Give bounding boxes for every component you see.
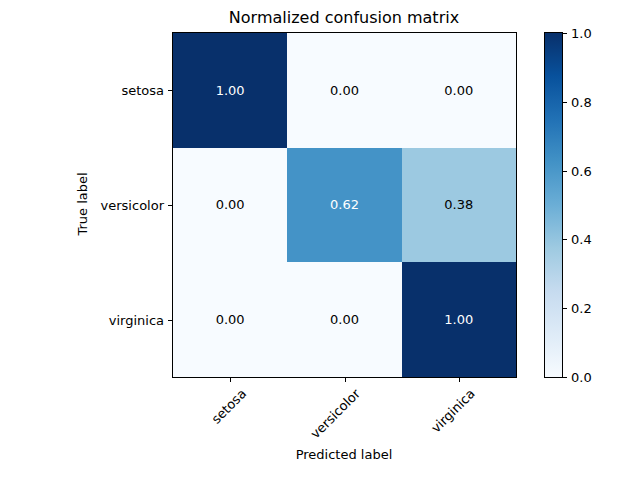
colorbar-tick-label-0.4: 0.4 bbox=[571, 232, 592, 247]
x-tick-label-virginica: virginica bbox=[428, 386, 478, 436]
colorbar-tick-mark bbox=[563, 239, 567, 240]
cell-value: 0.00 bbox=[216, 312, 245, 327]
cell-value: 1.00 bbox=[444, 312, 473, 327]
matrix-cell-setosa-virginica: 0.00 bbox=[402, 33, 516, 148]
colorbar-tick-label-0.8: 0.8 bbox=[571, 94, 592, 109]
colorbar-tick-label-0.6: 0.6 bbox=[571, 163, 592, 178]
colorbar-tick-mark bbox=[563, 33, 567, 34]
cell-value: 1.00 bbox=[216, 83, 245, 98]
y-tick-label-versicolor: versicolor bbox=[0, 198, 164, 213]
colorbar-tick-label-0.0: 0.0 bbox=[571, 370, 592, 385]
colorbar-tick-mark bbox=[563, 102, 567, 103]
y-tick-mark bbox=[168, 320, 172, 321]
matrix-cell-versicolor-virginica: 0.38 bbox=[402, 148, 516, 263]
y-tick-label-virginica: virginica bbox=[0, 312, 164, 327]
x-tick-mark bbox=[459, 378, 460, 382]
colorbar-tick-mark bbox=[563, 308, 567, 309]
colorbar-tick-mark bbox=[563, 171, 567, 172]
x-tick-mark bbox=[345, 378, 346, 382]
cell-value: 0.00 bbox=[444, 83, 473, 98]
matrix-cell-versicolor-versicolor: 0.62 bbox=[287, 148, 401, 263]
matrix-cell-setosa-versicolor: 0.00 bbox=[287, 33, 401, 148]
y-tick-mark bbox=[168, 90, 172, 91]
matrix-cell-virginica-versicolor: 0.00 bbox=[287, 262, 401, 377]
colorbar-tick-label-0.2: 0.2 bbox=[571, 301, 592, 316]
x-axis-label: Predicted label bbox=[296, 447, 393, 462]
heatmap: 1.00 0.00 0.00 0.00 0.62 0.38 0.00 0.00 1.00 bbox=[172, 32, 517, 378]
cell-value: 0.62 bbox=[330, 197, 359, 212]
y-tick-label-setosa: setosa bbox=[0, 83, 164, 98]
matrix-cell-virginica-setosa: 0.00 bbox=[173, 262, 287, 377]
figure-canvas: Normalized confusion matrix 1.000.000.00… bbox=[0, 0, 640, 480]
colorbar-tick-mark bbox=[563, 377, 567, 378]
cell-value: 0.38 bbox=[444, 197, 473, 212]
cell-value: 0.00 bbox=[330, 312, 359, 327]
cell-value: 0.00 bbox=[330, 83, 359, 98]
cell-value: 0.00 bbox=[216, 197, 245, 212]
y-tick-mark bbox=[168, 205, 172, 206]
chart-title: Normalized confusion matrix bbox=[229, 8, 459, 27]
x-tick-label-versicolor: versicolor bbox=[308, 386, 363, 441]
x-tick-mark bbox=[230, 378, 231, 382]
x-tick-label-setosa: setosa bbox=[208, 386, 249, 427]
colorbar bbox=[544, 32, 563, 378]
colorbar-tick-label-1.0: 1.0 bbox=[571, 26, 592, 41]
matrix-cell-setosa-setosa: 1.00 bbox=[173, 33, 287, 148]
matrix-cell-virginica-virginica: 1.00 bbox=[402, 262, 516, 377]
matrix-cell-versicolor-setosa: 0.00 bbox=[173, 148, 287, 263]
